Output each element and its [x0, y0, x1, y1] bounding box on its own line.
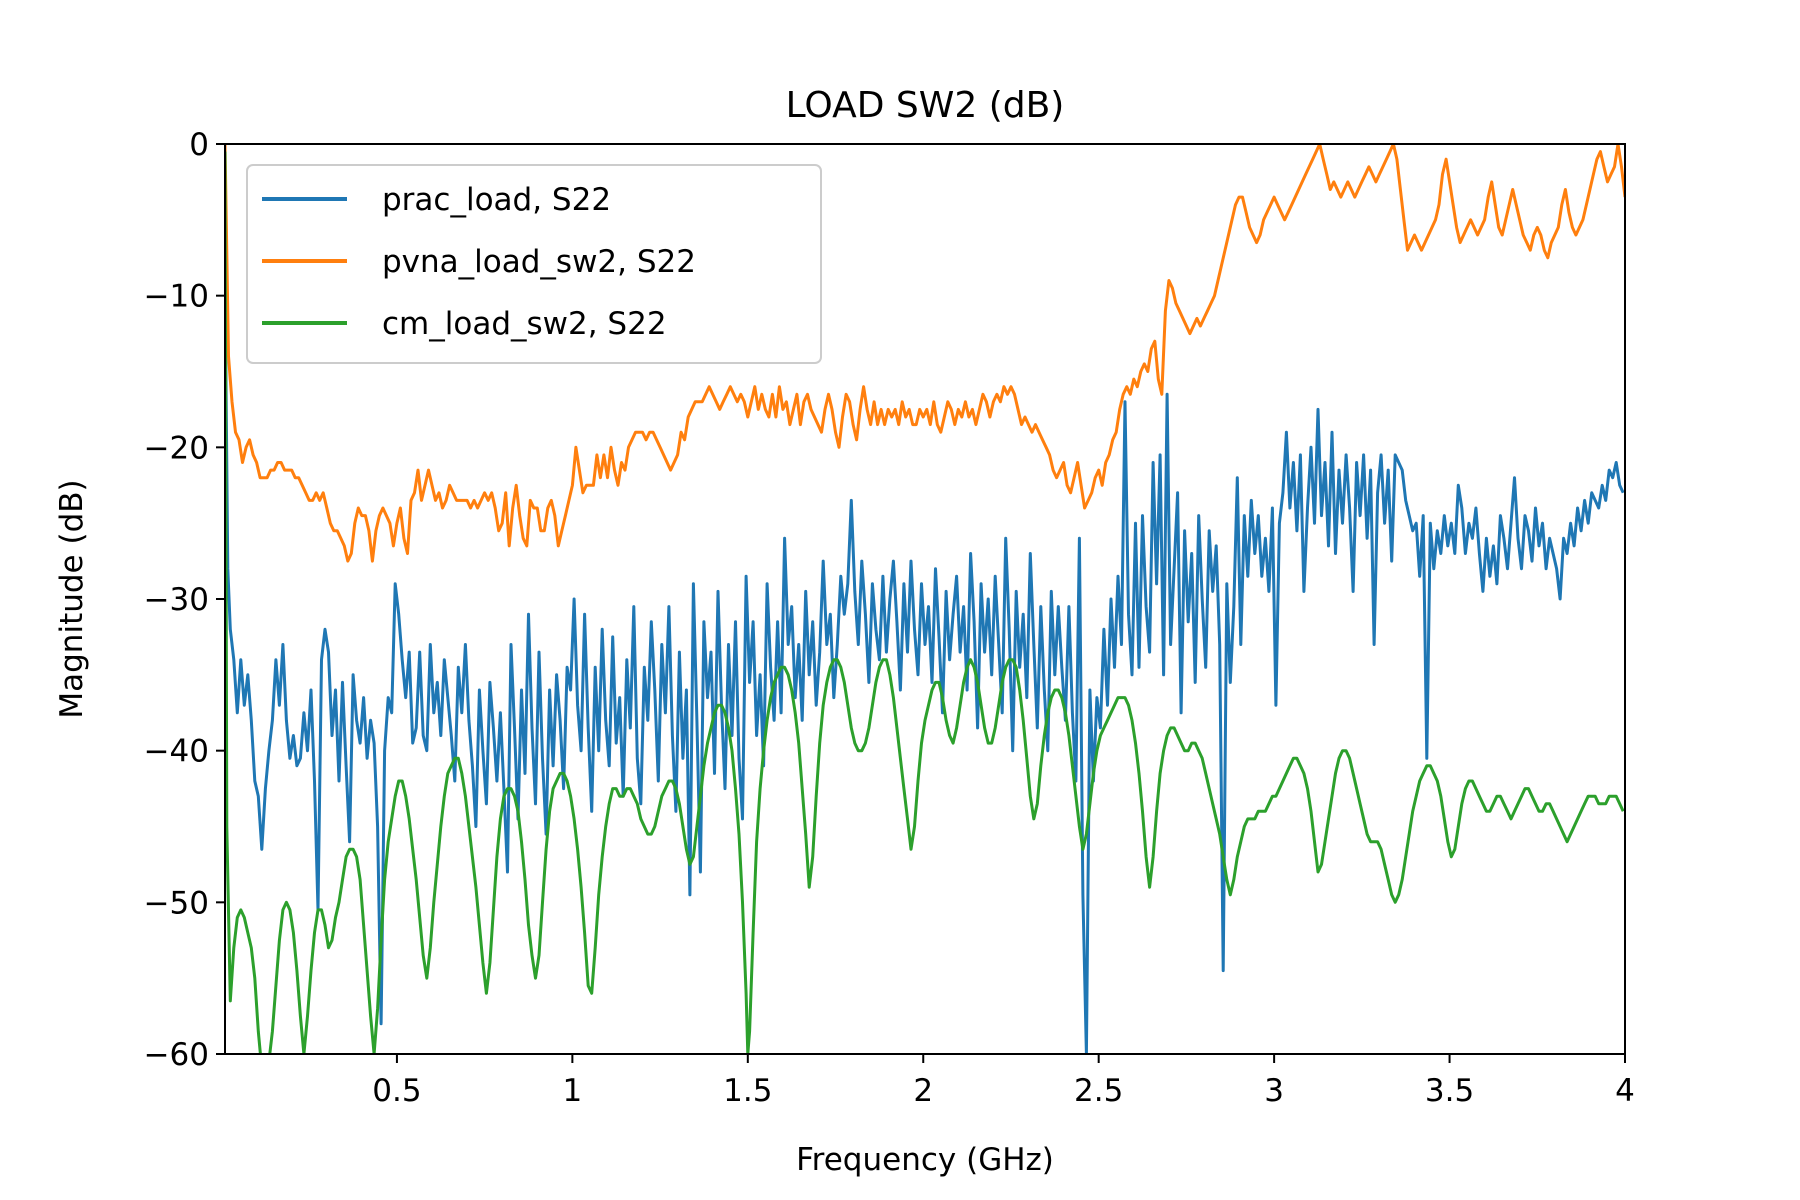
legend-label: pvna_load_sw2, S22 [382, 244, 696, 280]
y-tick-label: −60 [144, 1037, 209, 1073]
x-tick-label: 3 [1264, 1073, 1284, 1109]
series-line-2 [225, 151, 1625, 1054]
chart-title: LOAD SW2 (dB) [786, 85, 1065, 126]
legend-label: prac_load, S22 [382, 182, 611, 218]
x-tick-label: 1.5 [723, 1073, 772, 1109]
legend-label: cm_load_sw2, S22 [382, 306, 667, 342]
y-axis: 0 −10 −20 −30 −40 −50 −60 [144, 127, 225, 1073]
x-tick-label: 2 [913, 1073, 933, 1109]
y-axis-label: Magnitude (dB) [54, 479, 90, 718]
legend: prac_load, S22 pvna_load_sw2, S22 cm_load_… [246, 164, 822, 364]
x-axis-label: Frequency (GHz) [796, 1142, 1054, 1178]
series-line-0 [225, 280, 1625, 1054]
x-tick-label: 1 [563, 1073, 583, 1109]
x-tick-label: 0.5 [372, 1073, 421, 1109]
y-tick-label: −10 [144, 279, 209, 315]
x-tick-label: 3.5 [1425, 1073, 1474, 1109]
y-tick-label: 0 [189, 127, 209, 163]
y-tick-label: −20 [144, 430, 209, 466]
y-tick-label: −40 [144, 734, 209, 770]
x-tick-label: 4 [1615, 1073, 1635, 1109]
x-tick-label: 2.5 [1074, 1073, 1123, 1109]
plot-lines [225, 144, 1625, 1054]
y-tick-label: −30 [144, 582, 209, 618]
legend-box [246, 164, 822, 364]
series-line-1 [225, 144, 1625, 563]
y-tick-label: −50 [144, 885, 209, 921]
x-axis: 0.5 1 1.5 2 2.5 3 3.5 4 [372, 1054, 1635, 1109]
